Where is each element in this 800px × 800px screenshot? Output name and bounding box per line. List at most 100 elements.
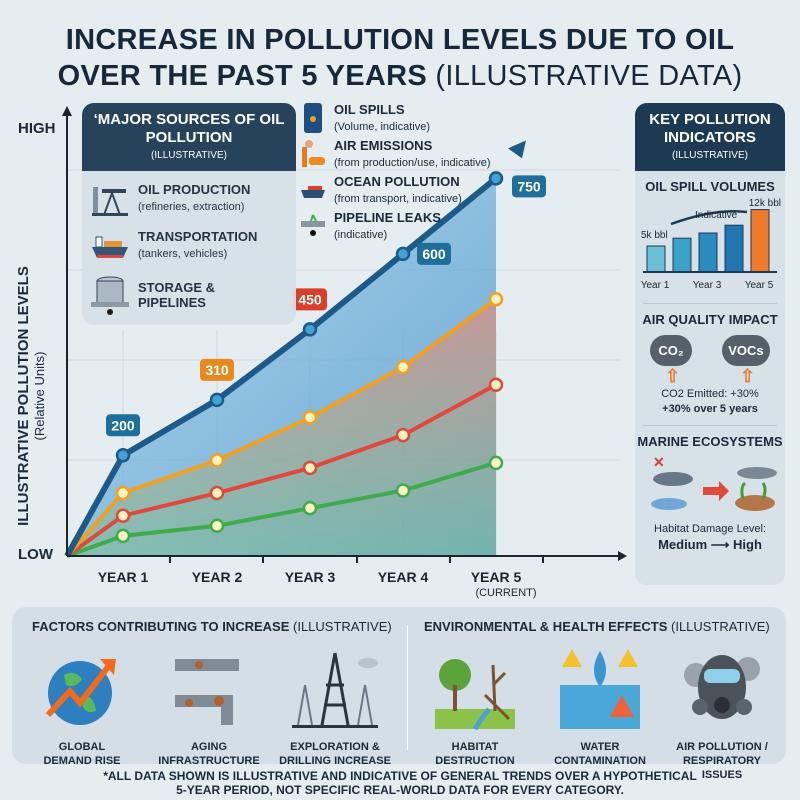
- spill-bar: [646, 245, 666, 273]
- storage-tank-icon: [91, 276, 129, 315]
- spill-x-label: Year 5: [745, 280, 774, 291]
- data-point: [302, 460, 318, 476]
- factors-title: FACTORS CONTRIBUTING TO INCREASE (ILLUST…: [32, 619, 392, 634]
- co2-cloud-icon: CO₂: [650, 335, 692, 366]
- globe-rising-arrow-icon: [45, 659, 116, 725]
- svg-text:✕: ✕: [653, 454, 665, 470]
- habitat-destruction-icon: [435, 659, 515, 731]
- water-warning-icon: [560, 649, 640, 729]
- data-point: [115, 528, 131, 544]
- data-point: [395, 427, 411, 443]
- series-line-0: [64, 176, 498, 558]
- vocs-cloud-icon: VOCs: [722, 335, 770, 366]
- source-storage: STORAGE & PIPELINES: [82, 266, 296, 320]
- x-tick-label: YEAR 5: [471, 569, 522, 585]
- data-label-badge: [200, 358, 234, 381]
- series-line-2: [65, 383, 497, 558]
- footnote: *ALL DATA SHOWN IS ILLUSTRATIVE AND INDI…: [103, 769, 697, 797]
- factor-exploration-drilling: EXPLORATION & DRILLING INCREASE: [275, 645, 395, 768]
- oil-spill-bar-chart: 5k bbl 12k bbl Indicative Year 1 Year 3 Year …: [641, 198, 781, 291]
- data-point: [115, 448, 131, 463]
- data-label-badge: [106, 414, 140, 437]
- up-arrow-icons: ⇧ ⇧: [664, 366, 756, 386]
- effect-air-pollution: AIR POLLUTION / RESPIRATORY ISSUES: [662, 645, 782, 782]
- data-point: [488, 377, 504, 393]
- line-chart: 200 310 450 600 750 YEAR 1 YEAR 2 YEAR 3 YEAR 4 Y…: [62, 106, 627, 599]
- x-tick-label: YEAR 3: [285, 569, 336, 585]
- legend-air-emissions: AIR EMISSIONS (from production/use, indic…: [300, 136, 530, 172]
- rusty-pipes-icon: [175, 659, 239, 725]
- data-point: [395, 359, 411, 375]
- sources-panel: ‘MAJOR SOURCES OF OIL POLLUTION (ILLUSTRA…: [82, 103, 296, 325]
- data-point: [395, 483, 411, 498]
- oil-barrel-icon: [304, 103, 322, 133]
- data-label-badge: [293, 288, 327, 311]
- bottom-panel: FACTORS CONTRIBUTING TO INCREASE (ILLUST…: [12, 607, 786, 781]
- data-point: [302, 410, 318, 425]
- source-oil-production: OIL PRODUCTION (refineries, extraction): [82, 171, 296, 221]
- data-label: 310: [205, 362, 229, 378]
- y-axis-arrow-icon: [62, 106, 72, 116]
- page-title: INCREASE IN POLLUTION LEVELS DUE TO OIL …: [57, 24, 743, 92]
- data-label: 200: [111, 417, 135, 433]
- legend-oil-spills: OIL SPILLS (Volume, indicative): [300, 100, 530, 136]
- factor-global-demand: GLOBAL DEMAND RISE: [22, 645, 142, 768]
- spill-trend-label: Indicative: [695, 210, 738, 221]
- data-label: 450: [298, 291, 322, 307]
- data-label-badge: [512, 175, 546, 198]
- x-axis-arrow-icon: [618, 551, 627, 561]
- tanker-ship-icon: [92, 236, 128, 258]
- y-low-label: LOW: [18, 546, 53, 563]
- spill-x-label: Year 3: [693, 280, 722, 291]
- data-label: 750: [517, 178, 541, 194]
- legend-pipeline-leaks: PIPELINE LEAKS (indicative): [300, 208, 530, 244]
- data-point: [488, 455, 504, 471]
- factor-aging-infrastructure: AGING INFRASTRUCTURE: [149, 645, 269, 768]
- data-label-badge: [417, 242, 451, 265]
- marine-ecosystem-icon: ✕: [651, 454, 777, 511]
- data-point: [115, 485, 131, 501]
- data-point: [209, 453, 225, 468]
- data-point: [488, 171, 504, 186]
- effect-habitat-destruction: HABITAT DESTRUCTION: [415, 645, 535, 768]
- effect-water-contamination: WATER CONTAMINATION: [540, 645, 660, 768]
- data-point: [209, 485, 225, 501]
- data-point: [302, 322, 318, 337]
- gas-mask-icon: [684, 655, 760, 719]
- leaking-pipe-icon: [301, 214, 325, 236]
- x-tick-label: YEAR 2: [192, 569, 243, 585]
- y-high-label: HIGH: [18, 120, 56, 137]
- trend-arrowhead: [508, 140, 526, 159]
- y-axis-title: ILLUSTRATIVE POLLUTION LEVELS (Relative U…: [15, 266, 47, 526]
- trend-arrow-icon: [670, 209, 748, 226]
- series-line-1: [65, 297, 498, 558]
- ship-icon: [301, 186, 325, 198]
- oil-spill-volumes-title: OIL SPILL VOLUMES: [645, 179, 775, 194]
- x-tick-label: YEAR 4: [378, 569, 429, 585]
- spill-bar: [750, 209, 770, 273]
- data-point: [488, 291, 504, 307]
- legend-ocean-pollution: OCEAN POLLUTION (from transport, indicati…: [300, 172, 530, 208]
- spill-bar: [698, 232, 718, 273]
- data-point: [395, 246, 411, 262]
- data-point: [209, 518, 225, 534]
- oil-pump-icon: [92, 187, 128, 216]
- marine-title: MARINE ECOSYSTEMS: [637, 434, 783, 449]
- source-transportation: TRANSPORTATION (tankers, vehicles): [82, 221, 296, 266]
- spill-x-label: Year 1: [641, 280, 670, 291]
- factory-car-icon: [302, 140, 325, 167]
- data-label: 600: [422, 246, 446, 262]
- air-quality-title: AIR QUALITY IMPACT: [642, 312, 778, 327]
- chart-legend: OIL SPILLS (Volume, indicative) AIR EMISS…: [300, 100, 530, 244]
- data-point: [209, 392, 225, 408]
- indicators-panel: KEY POLLUTION INDICATORS (ILLUSTRATIVE) O…: [635, 103, 785, 585]
- series-line-3: [66, 460, 497, 558]
- oil-derricks-icon: [292, 652, 378, 728]
- data-point: [302, 500, 318, 516]
- x-sub-label: (CURRENT): [475, 587, 536, 599]
- effects-title: ENVIRONMENTAL & HEALTH EFFECTS (ILLUSTRA…: [424, 619, 770, 634]
- spill-bar: [672, 237, 692, 273]
- spill-start-label: 5k bbl: [641, 230, 668, 241]
- spill-bar: [724, 224, 744, 273]
- x-tick-label: YEAR 1: [98, 569, 149, 585]
